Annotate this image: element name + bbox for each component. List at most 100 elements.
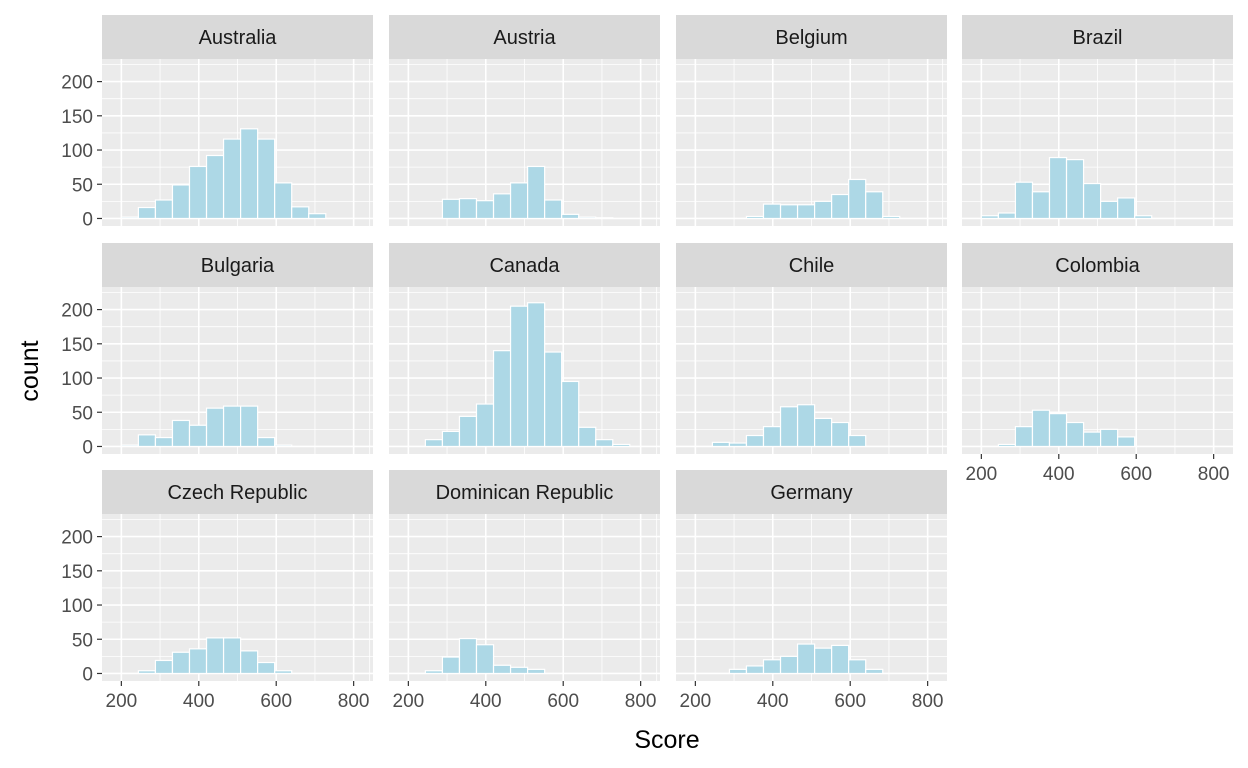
histogram-bar: [779, 655, 799, 675]
histogram-bar: [492, 193, 512, 220]
x-tick-label: 200: [393, 691, 425, 712]
bars: [997, 409, 1136, 448]
histogram-bar: [1048, 156, 1068, 220]
histogram-bar: [796, 204, 816, 220]
x-tick-label: 400: [183, 691, 215, 712]
strip-austria: [389, 15, 660, 59]
bars: [441, 165, 614, 220]
bars: [980, 156, 1153, 220]
histogram-bar: [762, 203, 782, 220]
histogram-bar: [239, 128, 259, 220]
bars: [137, 637, 293, 675]
histogram-bar: [745, 434, 765, 448]
histogram-bar: [831, 193, 850, 220]
y-tick-label: 200: [61, 73, 93, 94]
histogram-bar: [728, 668, 748, 675]
histogram-bar: [848, 178, 867, 220]
histogram-bar: [441, 430, 461, 448]
histogram-bar: [779, 204, 799, 220]
histogram-bar: [595, 439, 614, 448]
panel-germany: Germany 200 400 600 800: [656, 470, 967, 712]
histogram-bar: [1082, 182, 1102, 220]
histogram-bar: [1048, 413, 1068, 448]
y-tick-label: 100: [61, 596, 93, 617]
strip-chile: [676, 243, 947, 287]
y-tick-label: 200: [61, 301, 93, 322]
y-axis-title: count: [16, 340, 44, 401]
strip-label: Bulgaria: [201, 255, 275, 277]
histogram-bar: [509, 182, 529, 220]
histogram-bar: [120, 444, 139, 448]
histogram-bar: [205, 637, 225, 675]
histogram-bar: [813, 647, 833, 675]
strip-label: Belgium: [775, 27, 847, 49]
x-tick-label: 600: [1120, 464, 1152, 485]
histogram-bar: [205, 154, 225, 220]
histogram-bar: [222, 405, 242, 448]
gridlines: [369, 514, 680, 681]
histogram-bar: [188, 165, 208, 220]
x-tick-label: 400: [1043, 464, 1075, 485]
y-tick-label: 50: [72, 175, 93, 196]
bars: [120, 405, 293, 448]
histogram-bar: [308, 213, 327, 220]
histogram-bar: [458, 415, 478, 448]
panel-colombia: Colombia 200 400 600 800: [942, 243, 1233, 485]
histogram-bar: [475, 200, 495, 220]
histogram-bar: [171, 184, 191, 220]
histogram-bar: [257, 661, 276, 675]
histogram-bar: [1031, 409, 1051, 448]
histogram-bar: [492, 664, 512, 675]
panel-czech-republic: Czech Republic 0 50 100 150 200 200 400 600 800: [61, 470, 393, 712]
y-tick-label: 0: [82, 664, 93, 685]
histogram-bar: [813, 417, 833, 448]
gridlines: [82, 514, 393, 681]
histogram-bar: [526, 668, 546, 675]
y-tick-label: 150: [61, 107, 93, 128]
histogram-bar: [544, 351, 563, 448]
histogram-bar: [779, 406, 799, 448]
histogram-bar: [274, 670, 293, 675]
histogram-bar: [848, 434, 867, 448]
histogram-bar: [154, 436, 174, 448]
strip-germany: [676, 470, 947, 514]
histogram-bar: [813, 200, 833, 220]
histogram-bar: [595, 217, 614, 220]
histogram-bar: [526, 165, 546, 220]
histogram-bar: [980, 215, 999, 220]
histogram-bar: [188, 648, 208, 675]
x-tick-label: 200: [106, 691, 138, 712]
histogram-bar: [882, 215, 901, 220]
histogram-bar: [1099, 428, 1119, 448]
bars: [711, 404, 867, 448]
histogram-bar: [1082, 431, 1102, 448]
histogram-bar: [561, 213, 580, 220]
x-axis: 200 400 600 800: [680, 681, 943, 712]
histogram-bar: [997, 443, 1017, 448]
histogram-bar: [424, 439, 444, 448]
gridlines: [656, 59, 967, 226]
strip-label: Austria: [493, 27, 556, 49]
strip-bulgaria: [102, 243, 373, 287]
histogram-bar: [711, 441, 731, 448]
y-tick-label: 100: [61, 369, 93, 390]
histogram-bar: [745, 665, 765, 675]
panel-austria: Austria: [369, 15, 680, 226]
histogram-bar: [1014, 181, 1034, 220]
x-tick-label: 200: [966, 464, 998, 485]
histogram-bar: [154, 199, 174, 220]
strip-colombia: [962, 243, 1233, 287]
histogram-bar: [239, 405, 259, 448]
histogram-bar: [137, 670, 157, 675]
histogram-bar: [441, 656, 461, 675]
x-axis: 200 400 600 800: [106, 681, 369, 712]
histogram-bar: [997, 212, 1017, 220]
histogram-bar: [1099, 200, 1119, 220]
histogram-bar: [458, 637, 478, 675]
histogram-bar: [137, 434, 157, 448]
strip-belgium: [676, 15, 947, 59]
y-axis: 0 50 100 150 200: [61, 301, 102, 458]
strip-label: Germany: [770, 482, 852, 504]
panel-bulgaria: Bulgaria 0 50 100 150 200: [61, 243, 393, 458]
x-tick-label: 400: [757, 691, 789, 712]
